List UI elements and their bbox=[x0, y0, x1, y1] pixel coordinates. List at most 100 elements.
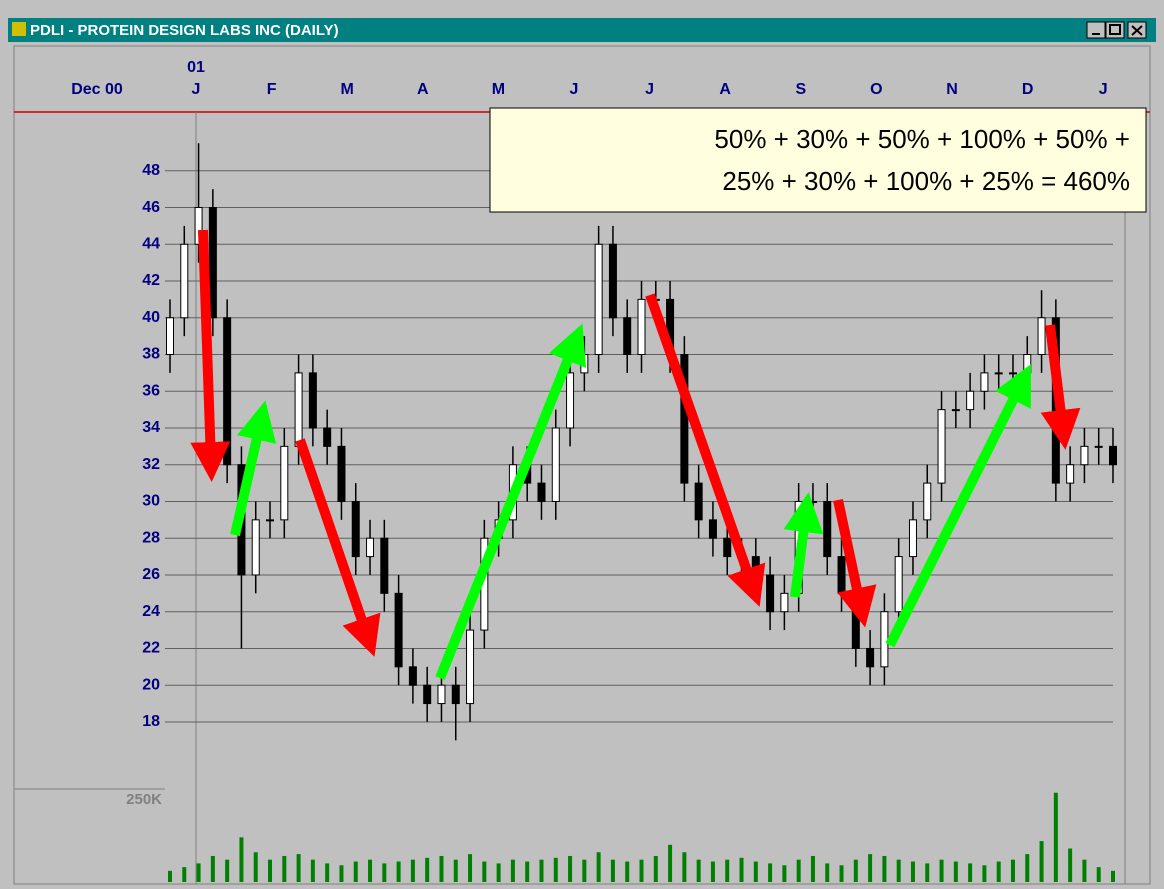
candle-body bbox=[351, 500, 360, 558]
candle-body bbox=[680, 354, 689, 484]
volume-bar bbox=[710, 861, 715, 882]
candle-body bbox=[708, 519, 717, 539]
candle-body bbox=[280, 445, 289, 521]
candle-body bbox=[623, 317, 632, 356]
arrow-up bbox=[885, 364, 1031, 648]
candles bbox=[166, 143, 1117, 741]
candle-body bbox=[166, 317, 174, 356]
volume-bar bbox=[953, 861, 958, 882]
volume-bar bbox=[1111, 870, 1115, 882]
y-tick-label: 18 bbox=[142, 713, 160, 730]
month-label: F bbox=[267, 81, 277, 98]
y-tick-label: 44 bbox=[142, 235, 160, 252]
candle-body bbox=[994, 372, 1003, 375]
month-label: A bbox=[417, 81, 429, 98]
volume-bar bbox=[339, 865, 344, 882]
y-tick-label: 40 bbox=[142, 309, 160, 326]
volume-bar bbox=[168, 870, 172, 882]
volume-bar bbox=[725, 859, 730, 882]
candle-body bbox=[580, 354, 589, 374]
candle-body bbox=[1066, 464, 1075, 484]
arrow-down bbox=[1040, 324, 1081, 450]
month-label: N bbox=[946, 81, 958, 98]
candle-body bbox=[294, 372, 303, 447]
candle-body bbox=[466, 629, 475, 705]
volume-bar bbox=[882, 855, 887, 882]
candle-body bbox=[251, 519, 260, 576]
y-tick-label: 20 bbox=[142, 676, 160, 693]
volume-bar bbox=[325, 863, 330, 882]
volume-bar bbox=[925, 863, 930, 882]
volume-bar bbox=[596, 852, 601, 882]
maximize-icon bbox=[1109, 24, 1121, 35]
volume-bar bbox=[410, 859, 415, 882]
arrow-down bbox=[190, 229, 231, 482]
candle-body bbox=[566, 372, 575, 429]
volume-bar bbox=[625, 861, 630, 882]
candle-body bbox=[808, 500, 817, 503]
close-icon bbox=[1131, 25, 1143, 36]
volume-bar bbox=[939, 859, 944, 882]
volume-bar bbox=[653, 855, 658, 882]
candle-body bbox=[937, 409, 946, 484]
arrow-up bbox=[435, 323, 587, 680]
annotation-line: 50% + 30% + 50% + 100% + 50% + bbox=[714, 124, 1130, 154]
candle-body bbox=[208, 207, 217, 319]
window-buttons bbox=[1086, 21, 1147, 39]
candle-body bbox=[323, 427, 332, 447]
volume-bar bbox=[696, 859, 701, 882]
volume-bar bbox=[1010, 859, 1015, 882]
candle-body bbox=[894, 556, 903, 613]
volume-bar bbox=[768, 863, 773, 882]
candle-body bbox=[637, 298, 646, 356]
minimize-button[interactable] bbox=[1086, 21, 1106, 39]
candle-body bbox=[223, 317, 232, 466]
grid: 18 20 22 24 26 28 30 32 34 36 38 40 42 44 46 48 Dec 00 J F… bbox=[71, 59, 1113, 730]
volume-bar bbox=[782, 865, 787, 882]
candle-body bbox=[694, 482, 703, 521]
volume-bar bbox=[825, 863, 830, 882]
volume-bar bbox=[525, 861, 530, 882]
annotation-line: 25% + 30% + 100% + 25% = 460% bbox=[722, 166, 1130, 196]
app-icon bbox=[12, 22, 26, 36]
candle-body bbox=[551, 427, 560, 502]
candle-body bbox=[1023, 354, 1032, 374]
volume-bar bbox=[1082, 859, 1087, 882]
month-label: S bbox=[795, 81, 806, 98]
volume-bar bbox=[368, 859, 373, 882]
volume-bar bbox=[1096, 867, 1101, 882]
volume-bar bbox=[239, 837, 244, 882]
title-bar bbox=[8, 18, 1156, 42]
arrows bbox=[190, 229, 1081, 680]
candle-body bbox=[437, 684, 446, 705]
year-label: 01 bbox=[187, 59, 205, 76]
volume-bar bbox=[196, 863, 201, 882]
volume-bar bbox=[453, 859, 458, 882]
candle-body bbox=[1080, 445, 1089, 466]
month-label: M bbox=[492, 81, 505, 98]
candle-body bbox=[1008, 372, 1017, 375]
annotation-box bbox=[489, 107, 1147, 213]
candle-body bbox=[837, 556, 846, 594]
volume-bar bbox=[982, 865, 987, 882]
volume-bar bbox=[839, 865, 844, 882]
y-tick-label: 26 bbox=[142, 566, 160, 583]
volume-bar bbox=[853, 859, 858, 882]
month-label: J bbox=[645, 81, 654, 98]
candle-body bbox=[1094, 445, 1103, 448]
volume-bar bbox=[439, 855, 444, 882]
volume-bar bbox=[896, 859, 901, 882]
candle-body bbox=[1109, 445, 1117, 466]
volume-bar bbox=[553, 857, 558, 882]
y-tick-label: 22 bbox=[142, 640, 160, 657]
volume-bar bbox=[568, 855, 573, 882]
candle-body bbox=[451, 684, 460, 705]
volume-tick-label: 250K bbox=[126, 791, 162, 808]
volume-bar bbox=[253, 852, 258, 882]
volume-bar bbox=[468, 854, 473, 882]
candle-body bbox=[923, 482, 932, 521]
volume-bar bbox=[810, 855, 815, 882]
volume-bar bbox=[1025, 854, 1030, 882]
candle-body bbox=[366, 537, 375, 558]
volume-bar bbox=[282, 855, 287, 882]
